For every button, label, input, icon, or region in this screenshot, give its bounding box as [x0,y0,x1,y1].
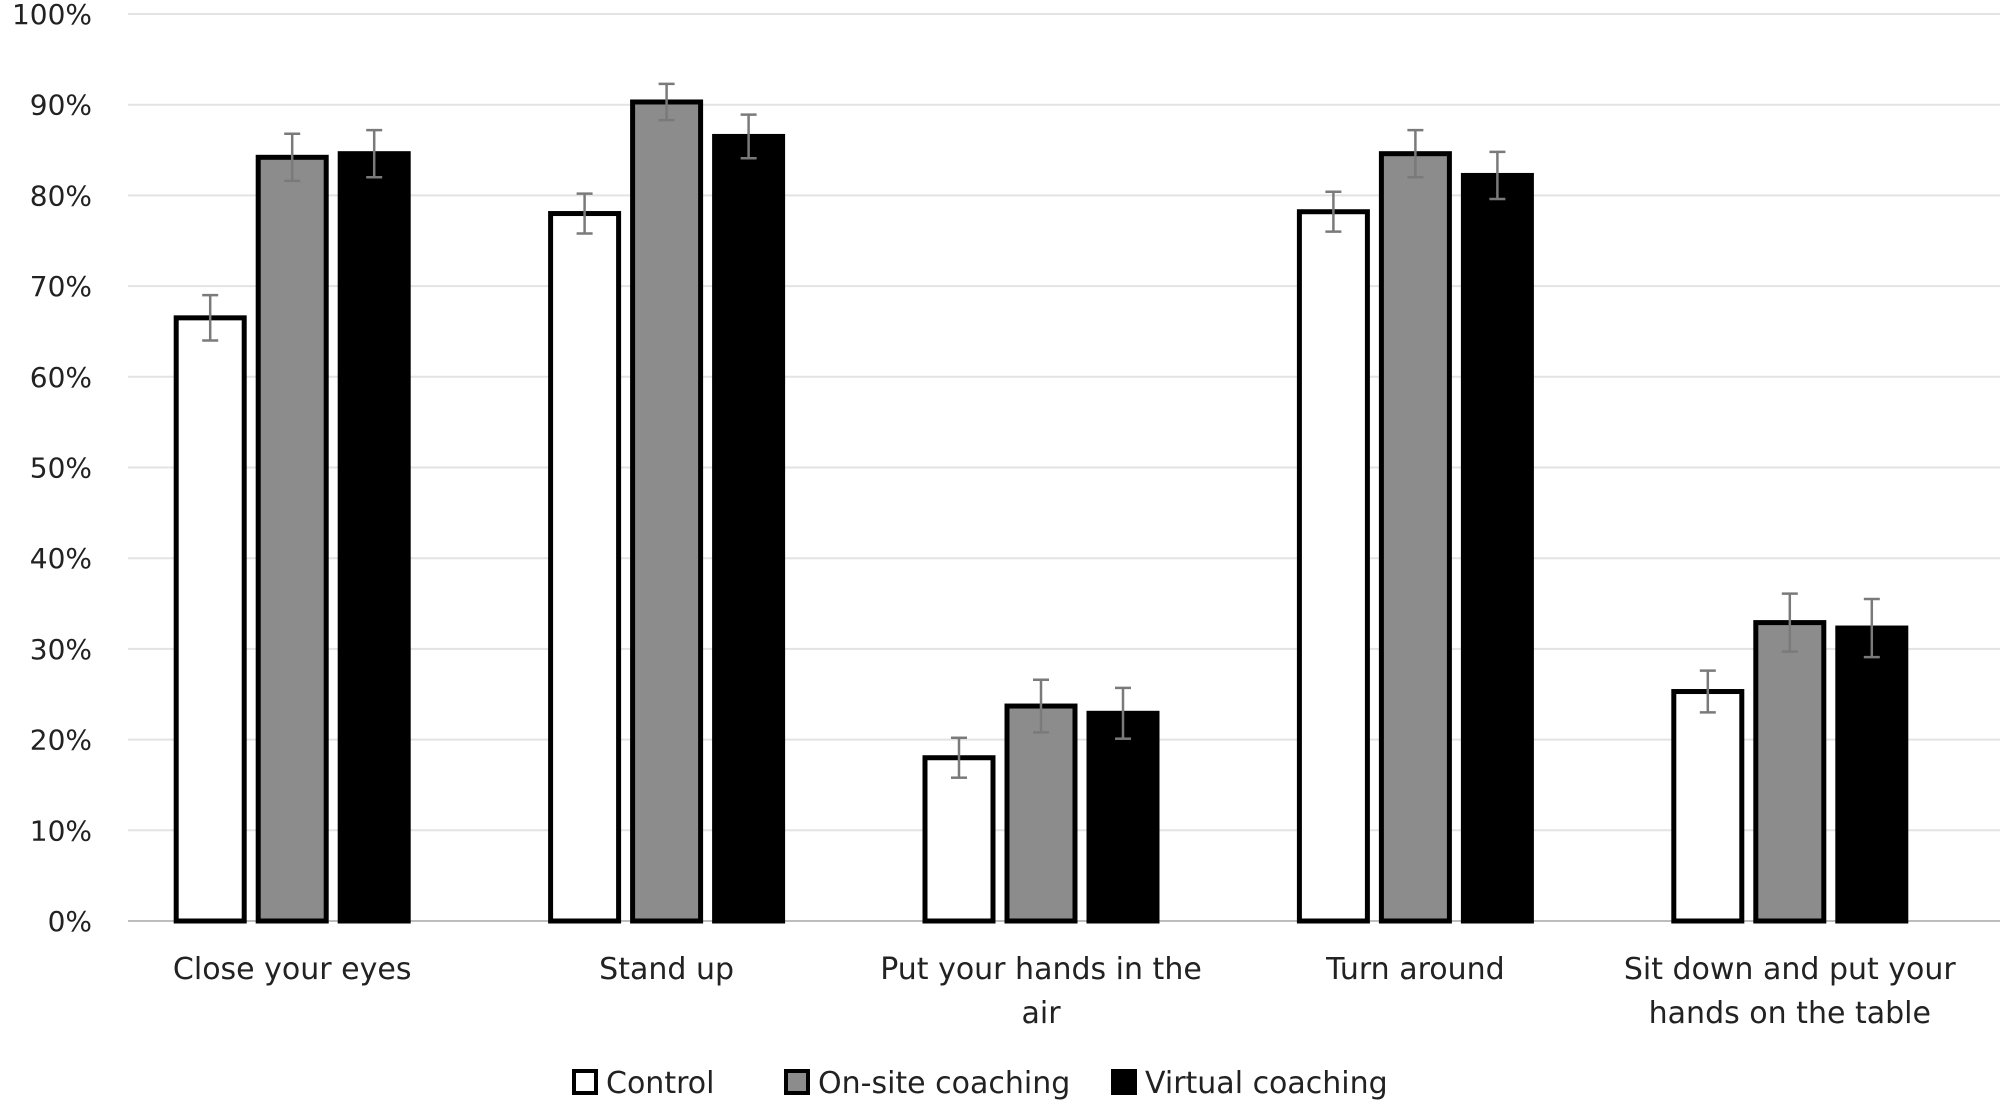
bar [1753,620,1827,924]
bar [712,133,786,924]
legend: Control On-site coaching Virtual coaching [572,1066,1388,1101]
y-tick-label: 60% [30,361,92,394]
bar [173,315,247,924]
y-axis: 0% 10% 20% 30% 40% 50% 60% 70% 80% 90% 100% [12,0,92,938]
y-tick-label: 100% [12,0,92,31]
bar [1004,703,1078,924]
y-tick-label: 40% [30,542,92,575]
bar [1671,689,1745,924]
y-tick-label: 20% [30,724,92,757]
bar [630,99,704,924]
y-tick-label: 50% [30,452,92,485]
legend-label: Control [606,1066,714,1101]
x-category-label: Stand up [599,952,734,987]
legend-label: Virtual coaching [1145,1066,1388,1101]
y-tick-label: 10% [30,814,92,847]
bar [1378,151,1452,924]
bar [337,151,411,924]
y-tick-label: 80% [30,179,92,212]
y-tick-label: 70% [30,270,92,303]
bars [173,82,1909,924]
bar [922,755,996,924]
bar [1296,209,1370,924]
bar [1460,172,1534,924]
legend-swatch [1111,1069,1137,1095]
x-category-label: Turn around [1325,952,1505,987]
x-category-label: air [1021,996,1061,1031]
x-category-label: Put your hands in the [880,952,1202,987]
y-tick-label: 0% [48,905,92,938]
bar [255,154,329,924]
legend-label: On-site coaching [818,1066,1070,1101]
x-axis: Close your eyes Stand up Put your hands in… [173,952,1957,1031]
gridlines [128,13,2000,922]
y-tick-label: 30% [30,633,92,666]
y-tick-label: 90% [30,89,92,122]
x-category-label: Close your eyes [173,952,412,987]
x-category-label: hands on the table [1649,996,1931,1031]
bar [548,211,622,924]
x-category-label: Sit down and put your [1624,952,1957,987]
bar [1835,625,1909,924]
legend-swatch [784,1069,810,1095]
legend-swatch [572,1069,598,1095]
bar [1086,710,1160,924]
